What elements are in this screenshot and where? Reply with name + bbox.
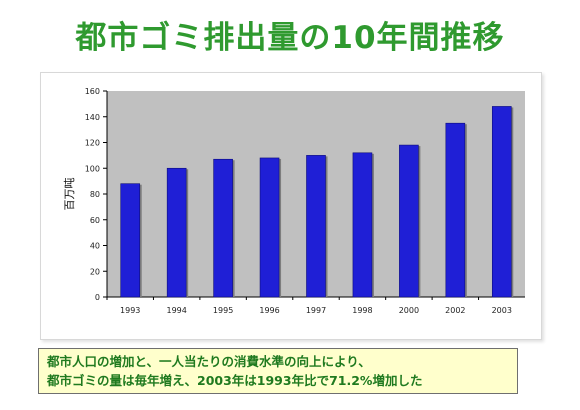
x-tick-label: 1993 bbox=[120, 306, 140, 315]
bar-2003 bbox=[491, 106, 512, 298]
bar-1998 bbox=[352, 152, 373, 298]
bar-2000 bbox=[399, 144, 419, 298]
x-tick-label: 2003 bbox=[492, 306, 512, 315]
chart-frame: 0 20 40 60 80 100 120 140 160 百万吨 1993 1994 1995 1996… bbox=[40, 72, 542, 340]
bar-2002 bbox=[445, 122, 466, 298]
caption-line-2: 都市ゴミの量は毎年増え、2003年は1993年比で71.2%増加した bbox=[47, 373, 423, 388]
y-tick-label: 60 bbox=[90, 216, 100, 225]
y-tick-label: 80 bbox=[90, 190, 100, 199]
bar-1995 bbox=[213, 158, 233, 298]
page-title: 都市ゴミ排出量の10年間推移 bbox=[75, 20, 505, 56]
x-tick-label: 1998 bbox=[352, 306, 372, 315]
x-tick-label: 1997 bbox=[306, 306, 326, 315]
y-tick-label: 160 bbox=[85, 87, 100, 96]
caption-box: 都市人口の増加と、一人当たりの消費水準の向上により、 都市ゴミの量は毎年増え、2… bbox=[38, 348, 518, 394]
bar-1994 bbox=[166, 167, 187, 298]
y-tick-label: 0 bbox=[95, 293, 100, 302]
bar-1997 bbox=[306, 155, 326, 298]
x-tick-label: 1994 bbox=[166, 306, 186, 315]
y-axis-label: 百万吨 bbox=[63, 178, 76, 211]
x-tick-label: 2002 bbox=[445, 306, 465, 315]
y-tick-label: 140 bbox=[85, 113, 100, 122]
y-tick-label: 120 bbox=[85, 139, 100, 148]
y-tick-label: 20 bbox=[90, 267, 100, 276]
x-tick-label: 1995 bbox=[213, 306, 233, 315]
x-tick-label: 1996 bbox=[259, 306, 279, 315]
y-tick-label: 40 bbox=[90, 242, 100, 251]
caption-line-1: 都市人口の増加と、一人当たりの消費水準の向上により、 bbox=[47, 354, 371, 369]
bar-1993 bbox=[120, 183, 141, 298]
x-tick-label: 2000 bbox=[399, 306, 419, 315]
bar-chart: 0 20 40 60 80 100 120 140 160 百万吨 1993 1994 1995 1996… bbox=[63, 87, 525, 315]
y-tick-label: 100 bbox=[85, 164, 100, 173]
bar-1996 bbox=[259, 157, 280, 298]
